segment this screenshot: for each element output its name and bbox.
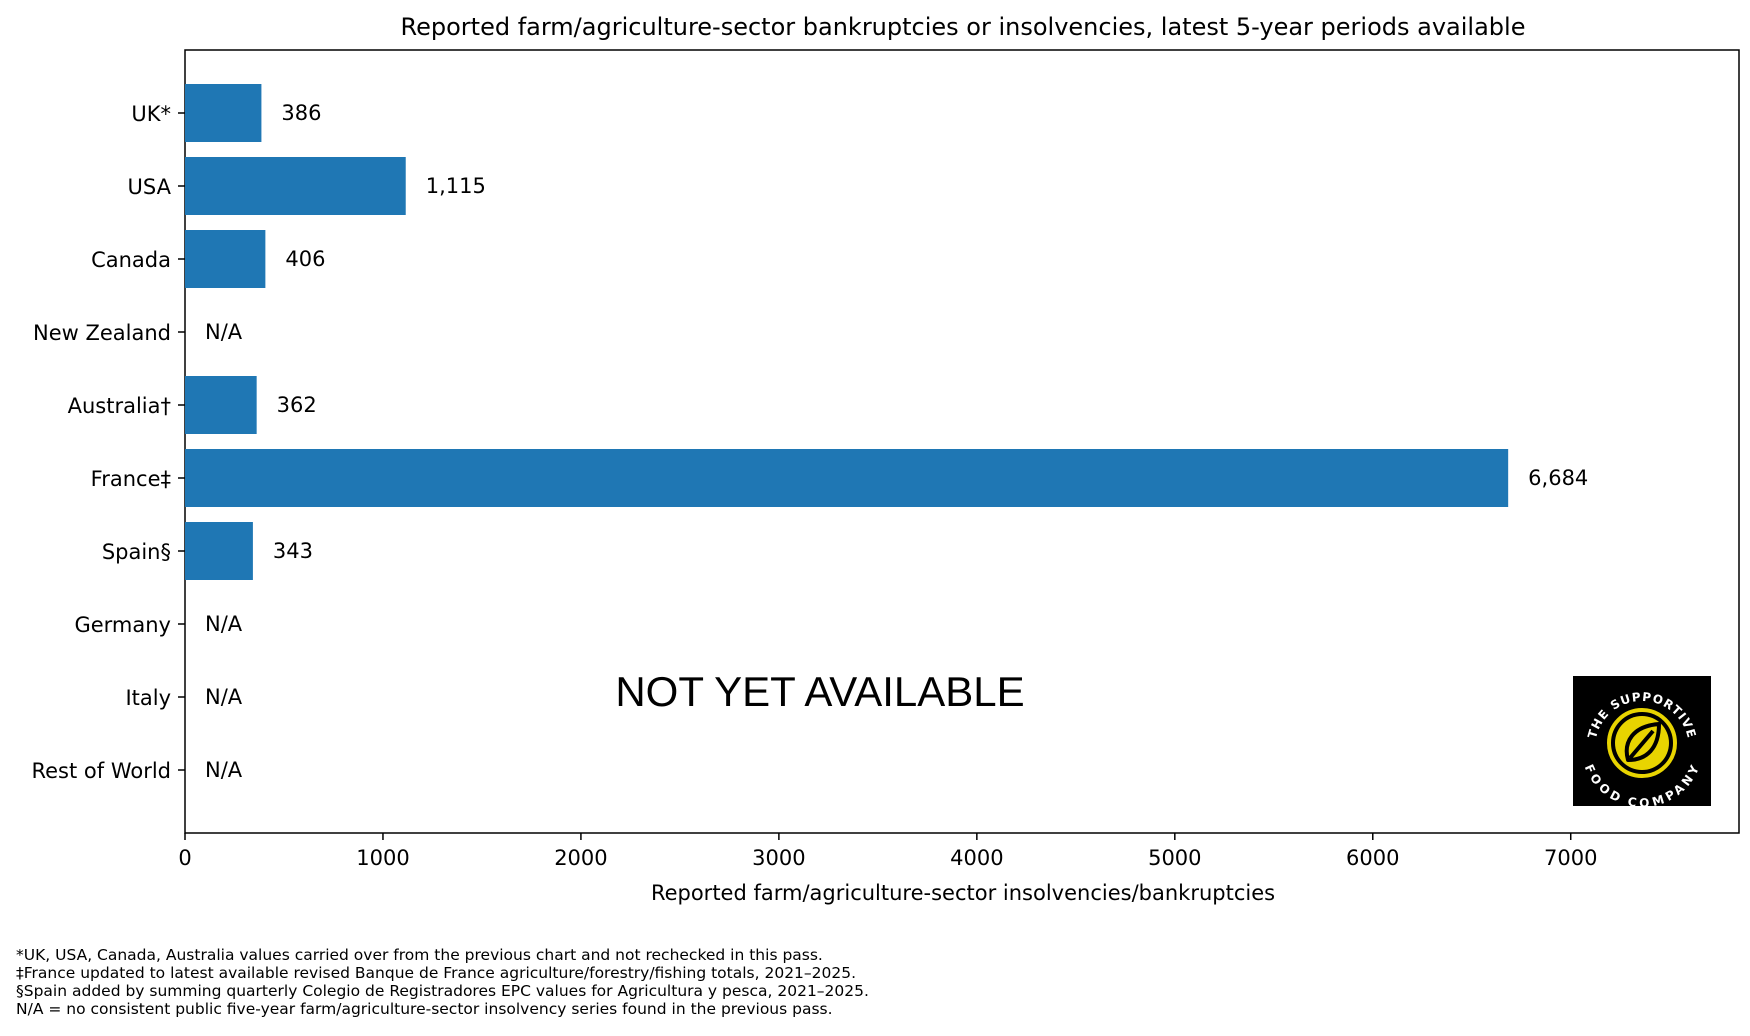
- bar: [185, 157, 406, 215]
- y-axis: UK* USA Canada New Zealand Australia† France‡…: [31, 102, 185, 783]
- y-tick-label: New Zealand: [33, 321, 171, 345]
- x-axis: 0 1000 2000 3000 4000 5000 6000 7000: [178, 833, 1597, 870]
- x-tick-label: 1000: [356, 846, 409, 870]
- data-label: 386: [281, 101, 321, 125]
- bar: [185, 376, 257, 434]
- bar: [185, 84, 262, 142]
- y-tick-label: Italy: [125, 686, 171, 710]
- bar: [185, 230, 266, 288]
- plot-frame: [184, 49, 1740, 834]
- y-tick-label: USA: [128, 175, 172, 199]
- x-tick-label: 0: [178, 846, 191, 870]
- footnotes: *UK, USA, Canada, Australia values carri…: [16, 946, 869, 1018]
- footnote: *UK, USA, Canada, Australia values carri…: [16, 946, 823, 964]
- x-tick-label: 5000: [1148, 846, 1201, 870]
- data-label: N/A: [205, 612, 243, 636]
- bar: [185, 449, 1509, 507]
- data-label: N/A: [205, 758, 243, 782]
- x-axis-label: Reported farm/agriculture-sector insolve…: [651, 881, 1275, 905]
- y-tick-label: UK*: [131, 102, 171, 126]
- data-label: 362: [277, 393, 317, 417]
- data-label-group: 386 1,115 406 N/A 362 6,684 343 N/A N/A N/A: [205, 101, 1588, 782]
- y-tick-label: Rest of World: [31, 759, 171, 783]
- logo-ring: [1607, 708, 1677, 778]
- plot-area: [184, 49, 1740, 834]
- data-label: N/A: [205, 320, 243, 344]
- data-label: 343: [273, 539, 313, 563]
- data-label: 6,684: [1528, 466, 1588, 490]
- leaf-icon: [1624, 722, 1661, 762]
- the-supportive-food-company-logo: THE SUPPORTIVE FOOD COMPANY: [1573, 676, 1711, 810]
- footnote: §Spain added by summing quarterly Colegi…: [16, 982, 869, 1000]
- bar: [185, 522, 253, 580]
- y-tick-label: Spain§: [102, 540, 171, 564]
- footnote: N/A = no consistent public five-year far…: [16, 1000, 833, 1018]
- data-label: 1,115: [426, 174, 486, 198]
- bar-group: [185, 84, 1509, 580]
- y-tick-label: Germany: [74, 613, 171, 637]
- x-tick-label: 7000: [1544, 846, 1597, 870]
- footnote: ‡France updated to latest available revi…: [16, 964, 857, 982]
- y-tick-label: France‡: [91, 467, 171, 491]
- y-tick-label: Australia†: [68, 394, 171, 418]
- data-label: 406: [285, 247, 325, 271]
- data-label: N/A: [205, 685, 243, 709]
- x-tick-label: 2000: [554, 846, 607, 870]
- y-tick-label: Canada: [91, 248, 171, 272]
- x-tick-label: 6000: [1346, 846, 1399, 870]
- chart-title: Reported farm/agriculture-sector bankrup…: [401, 13, 1526, 41]
- x-tick-label: 4000: [950, 846, 1003, 870]
- x-tick-label: 3000: [752, 846, 805, 870]
- not-yet-available-annotation: NOT YET AVAILABLE: [615, 668, 1024, 715]
